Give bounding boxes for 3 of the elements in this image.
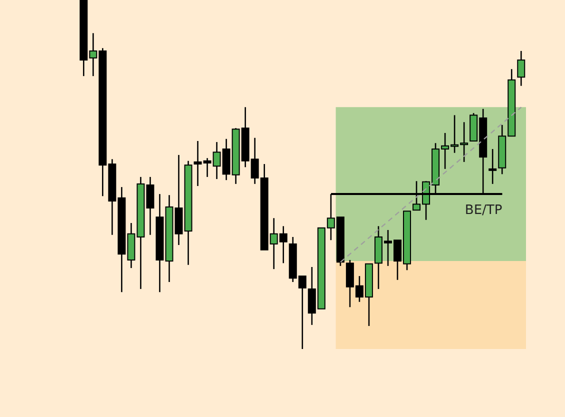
candlestick	[517, 50, 526, 87]
ref-line-label: BE/TP	[464, 203, 502, 218]
candlestick	[488, 148, 497, 185]
